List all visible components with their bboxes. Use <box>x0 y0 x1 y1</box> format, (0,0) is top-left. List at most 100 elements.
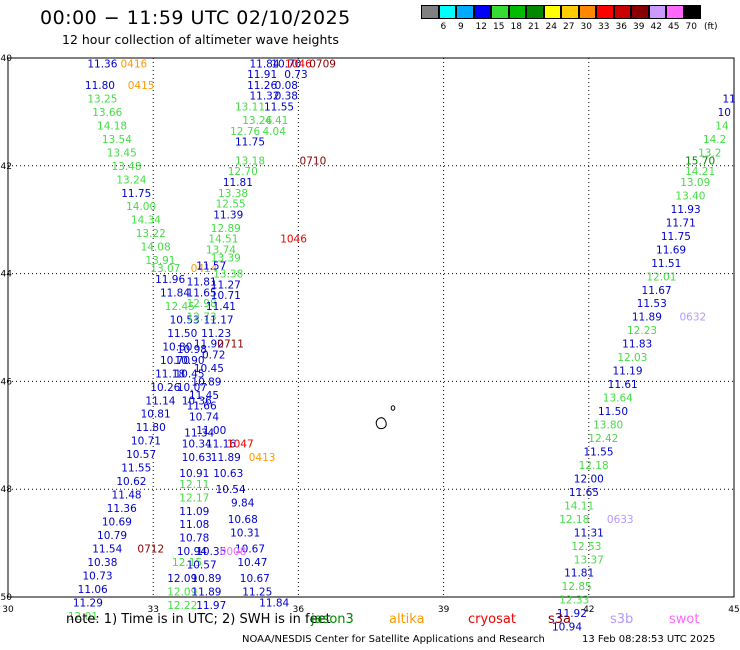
color-swatch <box>683 5 701 19</box>
credit-line: NOAA/NESDIS Center for Satellite Applica… <box>242 634 545 645</box>
color-scale-tick-label: 42 <box>650 22 662 32</box>
wave-height-label: 11.97 <box>196 600 226 612</box>
wave-height-label: 12.01 <box>68 611 98 623</box>
wave-height-label: 11.39 <box>213 209 243 221</box>
wave-height-label: 14.51 <box>208 234 238 246</box>
wave-height-label: 10.94 <box>552 622 582 634</box>
wave-height-label: 13.45 <box>107 147 137 159</box>
wave-height-label: 11.69 <box>656 244 686 256</box>
wave-height-label: 11.25 <box>242 587 272 599</box>
wave-height-label: 10.38 <box>87 557 117 569</box>
wave-height-label: 11.75 <box>235 137 265 149</box>
wave-height-label: 12.55 <box>216 199 246 211</box>
wave-height-label: 11.55 <box>583 446 613 458</box>
wave-height-label: 12.76 <box>230 126 260 138</box>
wave-height-label: 14.34 <box>131 215 161 227</box>
wave-height-label: 13.38 <box>213 269 243 281</box>
wave-height-label: 10.57 <box>126 449 156 461</box>
wave-height-label: 11.48 <box>112 490 142 502</box>
color-swatch <box>561 5 579 19</box>
wave-height-label: 11.57 <box>196 261 226 273</box>
satellite-legend-item: cryosat <box>468 612 516 627</box>
wave-height-label: 10.45 <box>194 363 224 375</box>
wave-height-label: 14.11 <box>564 500 594 512</box>
latitude-tick-label: -50 <box>0 593 12 603</box>
wave-height-label: 0413 <box>249 452 276 464</box>
wave-height-label: 11.91 <box>247 69 277 81</box>
wave-height-label: 11 <box>722 93 735 105</box>
wave-height-label: 12.11 <box>179 479 209 491</box>
wave-height-label: 0710 <box>300 155 327 167</box>
longitude-tick-label: 39 <box>438 605 450 615</box>
wave-height-label: 11.55 <box>264 102 294 114</box>
color-swatch <box>666 5 684 19</box>
wave-height-label: 0.08 <box>275 80 298 92</box>
wave-height-label: 0.38 <box>275 91 298 103</box>
wave-height-label: 10.74 <box>189 411 219 423</box>
color-swatch <box>613 5 631 19</box>
wave-height-label: 4.04 <box>263 126 287 138</box>
wave-height-label: 10.36 <box>182 395 212 407</box>
wave-height-label: 10.89 <box>191 376 221 388</box>
wave-height-label: 0414 <box>191 263 218 275</box>
wave-height-label: 14 <box>715 120 729 132</box>
wave-height-label: 14.2 <box>703 134 726 146</box>
wave-height-label: 11.17 <box>204 314 234 326</box>
wave-height-label: 11.23 <box>201 328 231 340</box>
wave-height-label: 12.03 <box>617 352 647 364</box>
wave-height-label: 10.68 <box>228 514 258 526</box>
satellite-legend-item: s3a <box>548 612 572 627</box>
wave-height-label: 11.51 <box>651 258 681 270</box>
wave-height-label: 11.31 <box>574 527 604 539</box>
color-scale-tick-label: 33 <box>598 22 610 32</box>
wave-height-label: 12.00 <box>574 473 604 485</box>
wave-height-label: 0709 <box>309 58 336 70</box>
wave-height-label: 10.67 <box>240 573 270 585</box>
wave-height-label: 10.80 <box>162 341 192 353</box>
wave-height-label: 11.96 <box>155 274 185 286</box>
generated-timestamp: 13 Feb 08:28:53 UTC 2025 <box>582 634 716 645</box>
wave-height-label: 4.41 <box>265 115 288 127</box>
wave-height-label: 11.92 <box>557 608 587 620</box>
island-prince-edward <box>390 405 396 411</box>
wave-height-label: 10.54 <box>216 484 246 496</box>
wave-height-label: 10.47 <box>237 557 267 569</box>
wave-height-label: 11.80 <box>85 80 115 92</box>
wave-height-label: 11.66 <box>187 401 217 413</box>
wave-height-label: 11.55 <box>121 463 151 475</box>
wave-height-label: 10.81 <box>141 409 171 421</box>
color-swatch <box>631 5 649 19</box>
wave-height-label: 0712 <box>137 543 164 555</box>
latitude-tick-label: -48 <box>0 485 12 495</box>
wave-height-label: 13.22 <box>136 228 166 240</box>
color-scale-unit: (ft) <box>704 22 718 32</box>
wave-height-label: 11.81 <box>223 177 253 189</box>
wave-height-label: 10.26 <box>150 382 180 394</box>
wave-height-label: 10.31 <box>230 527 260 539</box>
wave-height-label: 12.22 <box>167 600 197 612</box>
map-frame <box>7 57 735 598</box>
wave-height-label: 10.79 <box>97 530 127 542</box>
wave-height-label: 11.89 <box>191 587 221 599</box>
wave-height-label: 12.18 <box>559 514 589 526</box>
wave-height-label: 11.34 <box>184 428 214 440</box>
color-scale-tick-label: 15 <box>493 22 505 32</box>
color-swatch <box>508 5 526 19</box>
wave-height-label: 10.78 <box>179 533 209 545</box>
wave-height-label: 12.17 <box>179 492 209 504</box>
map-subtitle: 12 hour collection of altimeter wave hei… <box>62 32 339 47</box>
footer-note: note: 1) Time is in UTC; 2) SWH is in fe… <box>66 612 331 627</box>
wave-height-label: 10.71 <box>211 290 241 302</box>
wave-height-label: 12.01 <box>646 271 676 283</box>
wave-height-label: 10.62 <box>116 476 146 488</box>
wave-height-label: 12.98 <box>187 298 217 310</box>
wave-height-label: 11.92 <box>194 339 224 351</box>
wave-height-label: 10.57 <box>187 560 217 572</box>
wave-height-label: 12.18 <box>579 460 609 472</box>
wave-height-label: 12.89 <box>211 223 241 235</box>
wave-height-label: 10.89 <box>191 573 221 585</box>
wave-height-label: 11.93 <box>671 204 701 216</box>
color-scale-tick-label: 27 <box>563 22 575 32</box>
longitude-tick-label: 42 <box>583 605 594 615</box>
color-scale-tick-label: 39 <box>633 22 645 32</box>
